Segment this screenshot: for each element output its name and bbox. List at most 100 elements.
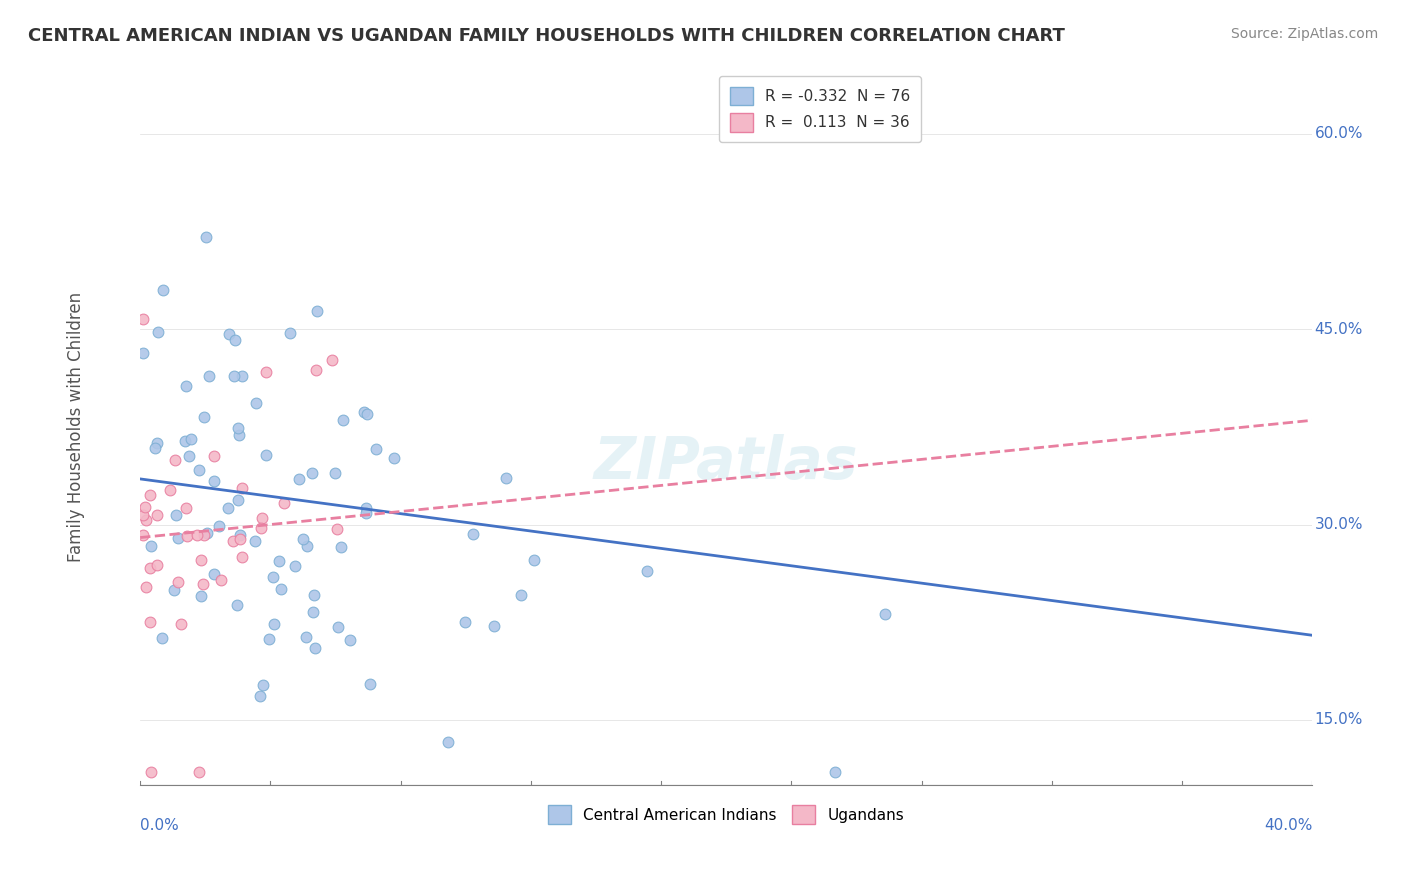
Point [165,508,187,522]
Point [222,534,245,549]
Text: 45.0%: 45.0% [1315,322,1362,336]
Point [482,619,505,633]
Point [195,230,218,244]
Point [146,325,169,339]
Point [190,589,212,603]
Point [152,283,174,297]
Point [193,528,215,542]
Point [224,368,246,383]
Text: 30.0%: 30.0% [1315,517,1362,532]
Point [187,765,209,780]
Point [291,532,314,546]
Point [270,582,292,596]
Point [209,573,232,587]
Point [132,346,155,360]
Point [191,577,214,591]
Legend: Central American Indians, Ugandans: Central American Indians, Ugandans [537,795,915,835]
Point [132,312,155,326]
Point [202,449,225,463]
Point [229,532,252,546]
Point [326,523,349,537]
Point [135,580,157,594]
Point [202,567,225,582]
Point [353,405,375,419]
Text: CENTRAL AMERICAN INDIAN VS UGANDAN FAMILY HOUSEHOLDS WITH CHILDREN CORRELATION C: CENTRAL AMERICAN INDIAN VS UGANDAN FAMIL… [28,27,1064,45]
Point [134,500,156,514]
Point [224,333,246,347]
Point [359,677,381,691]
Point [145,508,167,522]
Point [145,442,167,456]
Text: Family Households with Children: Family Households with Children [66,292,84,562]
Point [229,528,252,542]
Point [159,483,181,498]
Point [356,407,378,421]
Text: Source: ZipAtlas.com: Source: ZipAtlas.com [1230,27,1378,41]
Point [321,353,343,368]
Point [254,448,277,462]
Point [190,552,212,566]
Point [254,365,277,379]
Point [202,474,225,488]
Point [523,553,546,567]
Point [245,396,267,410]
Point [228,428,250,442]
Point [218,326,240,341]
Point [139,539,162,553]
Point [252,511,274,525]
Point [132,508,155,522]
Text: 40.0%: 40.0% [1264,818,1312,832]
Point [257,632,280,646]
Point [226,493,249,508]
Text: ZIPatlas: ZIPatlas [593,434,859,491]
Point [284,558,307,573]
Point [437,735,460,749]
Point [169,616,191,631]
Point [495,471,517,485]
Point [174,434,197,448]
Text: 60.0%: 60.0% [1315,126,1362,141]
Point [186,527,208,541]
Point [250,520,273,534]
Text: 15.0%: 15.0% [1315,713,1362,728]
Point [354,507,377,521]
Point [146,558,169,573]
Point [263,570,285,584]
Point [273,495,295,509]
Point [150,631,173,645]
Point [245,534,267,549]
Point [295,539,318,553]
Point [139,561,162,575]
Point [332,412,354,426]
Point [295,630,318,644]
Point [330,540,353,554]
Point [288,472,311,486]
Point [304,641,326,656]
Point [180,432,202,446]
Point [339,632,361,647]
Point [249,689,271,703]
Point [193,410,215,425]
Point [167,532,190,546]
Point [364,442,387,457]
Point [132,527,155,541]
Point [461,526,484,541]
Point [135,513,157,527]
Point [226,421,249,435]
Point [382,450,405,465]
Point [326,620,349,634]
Point [231,369,253,384]
Point [267,554,290,568]
Point [195,525,218,540]
Point [138,488,160,502]
Point [252,678,274,692]
Point [174,378,197,392]
Point [166,575,188,590]
Point [139,765,162,780]
Point [263,617,285,632]
Point [163,582,186,597]
Point [146,436,169,450]
Point [217,500,239,515]
Point [231,481,253,495]
Point [138,615,160,630]
